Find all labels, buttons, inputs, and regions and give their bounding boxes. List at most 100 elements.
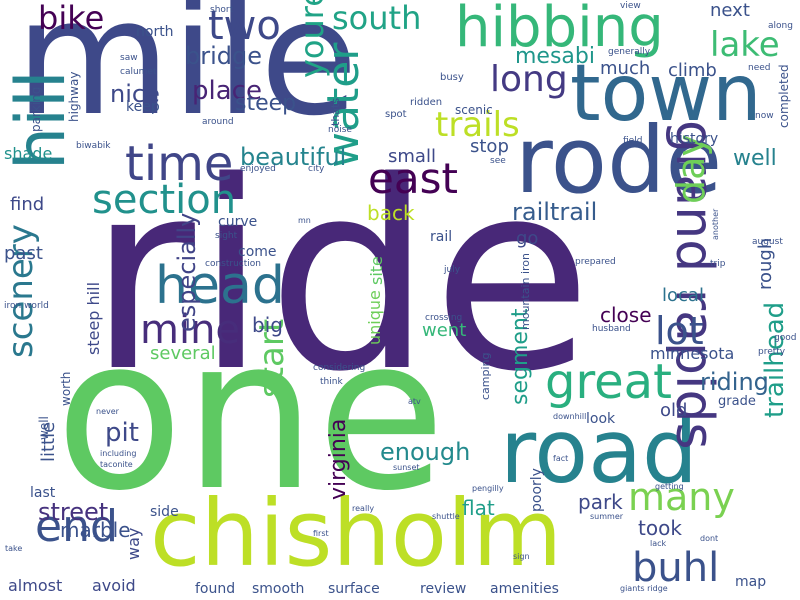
- word: short: [210, 5, 234, 15]
- word: another: [711, 208, 720, 240]
- word: mountain iron: [519, 252, 532, 330]
- word: close: [600, 303, 652, 327]
- word: generally: [608, 47, 651, 57]
- word: well: [37, 416, 51, 440]
- word: poorly: [529, 468, 545, 512]
- word: think: [320, 377, 343, 387]
- word: field: [623, 136, 643, 146]
- word: east: [368, 154, 458, 203]
- word: saw: [120, 53, 138, 63]
- word: two: [208, 3, 281, 49]
- word: curve: [218, 214, 258, 230]
- word: park: [578, 490, 623, 514]
- word: end: [35, 501, 118, 552]
- word: really: [352, 504, 375, 513]
- word: atv: [408, 397, 421, 406]
- word: review: [420, 581, 467, 597]
- word: downhill: [553, 412, 587, 421]
- word: enough: [380, 438, 471, 466]
- word: north: [136, 24, 174, 40]
- word: noise: [328, 125, 352, 135]
- word: enjoyed: [240, 164, 276, 174]
- word: long: [490, 59, 568, 100]
- word: next: [710, 0, 750, 21]
- word: ridden: [410, 97, 443, 108]
- word: sunset: [393, 463, 420, 472]
- word: lack: [650, 539, 667, 548]
- word: amenities: [490, 581, 559, 597]
- word: climb: [668, 60, 717, 81]
- word: august: [752, 237, 783, 247]
- word: considering: [313, 363, 366, 373]
- word: view: [620, 1, 641, 11]
- word: lake: [710, 25, 780, 65]
- word: steep hill: [84, 281, 103, 355]
- word: iron world: [4, 301, 49, 311]
- word: mn: [298, 216, 311, 225]
- word: highway: [67, 71, 81, 122]
- word: completed: [777, 64, 791, 128]
- word: well: [733, 146, 777, 171]
- word: took: [638, 516, 682, 540]
- word: city: [308, 164, 325, 174]
- word: one: [55, 292, 446, 537]
- word: keep: [126, 99, 160, 115]
- word: past: [4, 243, 43, 264]
- word: pit: [105, 418, 139, 448]
- word: place: [192, 76, 262, 106]
- word: time: [125, 136, 234, 192]
- word: trailhead: [760, 301, 790, 418]
- word: surface: [328, 581, 380, 597]
- word: site: [367, 256, 386, 285]
- word: hibbing: [455, 0, 664, 60]
- word: unique: [365, 290, 384, 345]
- word: mile: [15, 0, 359, 151]
- word: many: [628, 475, 735, 519]
- word: rail: [430, 229, 453, 245]
- word: sign: [513, 552, 530, 561]
- word: road: [500, 400, 698, 503]
- word: go: [516, 228, 539, 249]
- word: camping: [479, 352, 492, 401]
- word: biwabik: [76, 141, 111, 151]
- word: steep: [235, 91, 297, 116]
- word: smooth: [252, 581, 305, 597]
- word: pengilly: [472, 484, 504, 493]
- word: prepared: [575, 257, 616, 267]
- word: take: [5, 544, 23, 553]
- word: flat: [462, 496, 495, 520]
- word: pretty: [758, 347, 786, 357]
- word: went: [422, 320, 467, 341]
- word: fact: [553, 454, 569, 463]
- word: find: [10, 194, 45, 215]
- word: beautiful: [240, 143, 347, 171]
- word: sight: [215, 231, 238, 241]
- word: first: [313, 529, 329, 538]
- word: railtrail: [512, 198, 598, 226]
- word: worth: [59, 371, 73, 406]
- word: good: [774, 333, 797, 343]
- word: come: [238, 244, 277, 260]
- word: several: [150, 343, 216, 364]
- word: now: [755, 111, 774, 121]
- word: calumet: [120, 67, 157, 77]
- word: old: [660, 400, 688, 421]
- word: great: [545, 354, 672, 410]
- word: town: [570, 49, 762, 139]
- word: small: [388, 146, 436, 167]
- word: ride: [88, 127, 593, 429]
- word: chisholm: [150, 480, 563, 587]
- word: section: [92, 177, 237, 223]
- word: trip: [710, 259, 726, 269]
- word: bridge: [185, 42, 263, 70]
- word: last: [30, 485, 56, 501]
- word: almost: [8, 576, 63, 595]
- word: bike: [38, 0, 105, 37]
- word: lot: [655, 309, 704, 353]
- word: busy: [440, 72, 464, 83]
- word: much: [600, 58, 651, 79]
- word: crossing: [425, 313, 463, 323]
- word: rode: [515, 107, 723, 214]
- word: taconite: [100, 460, 133, 469]
